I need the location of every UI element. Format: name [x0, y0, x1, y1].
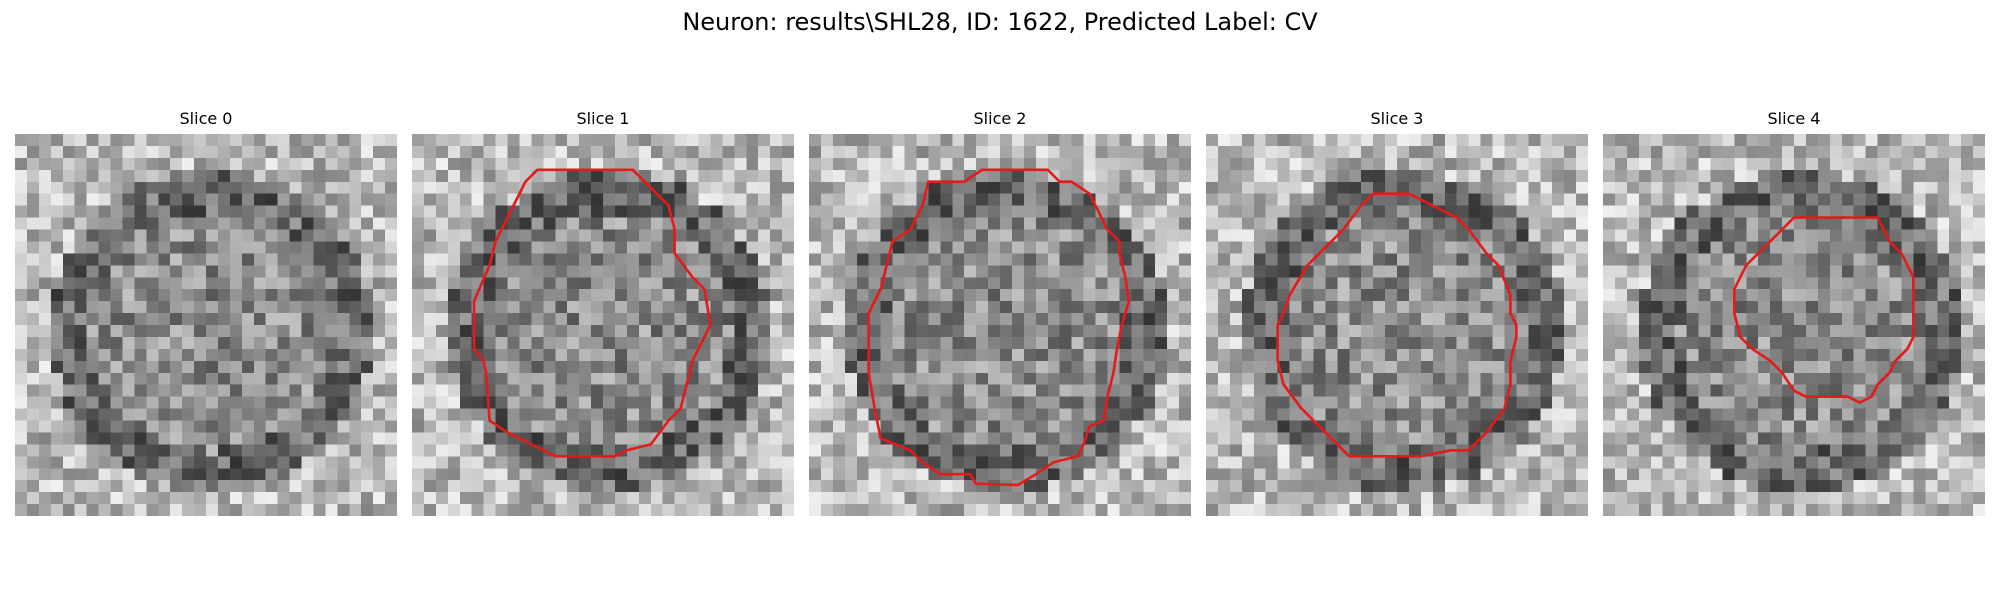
- slice-image: [1603, 134, 1985, 516]
- pixel-grid: [15, 134, 397, 516]
- segmentation-contour: [1732, 216, 1915, 404]
- slice-panel-3: Slice 3: [1206, 108, 1588, 516]
- segmentation-contour: [1276, 192, 1518, 458]
- slice-title: Slice 3: [1370, 109, 1424, 128]
- segmentation-contour: [867, 168, 1131, 487]
- segmentation-contour: [472, 168, 712, 458]
- slice-image: [15, 134, 397, 516]
- slice-panel-2: Slice 2: [809, 108, 1191, 516]
- slice-image: [1206, 134, 1588, 516]
- pixel-grid: [809, 134, 1191, 516]
- pixel-grid: [412, 134, 794, 516]
- figure-title: Neuron: results\SHL28, ID: 1622, Predict…: [682, 8, 1318, 36]
- slice-title: Slice 1: [576, 109, 630, 128]
- slice-title: Slice 4: [1767, 109, 1821, 128]
- slice-panel-0: Slice 0: [15, 108, 397, 516]
- pixel-grid: [1603, 134, 1985, 516]
- pixel-grid: [1206, 134, 1588, 516]
- slice-image: [809, 134, 1191, 516]
- slice-title: Slice 0: [179, 109, 233, 128]
- slice-image: [412, 134, 794, 516]
- slice-panel-1: Slice 1: [412, 108, 794, 516]
- slice-title: Slice 2: [973, 109, 1027, 128]
- slice-panel-4: Slice 4: [1603, 108, 1985, 516]
